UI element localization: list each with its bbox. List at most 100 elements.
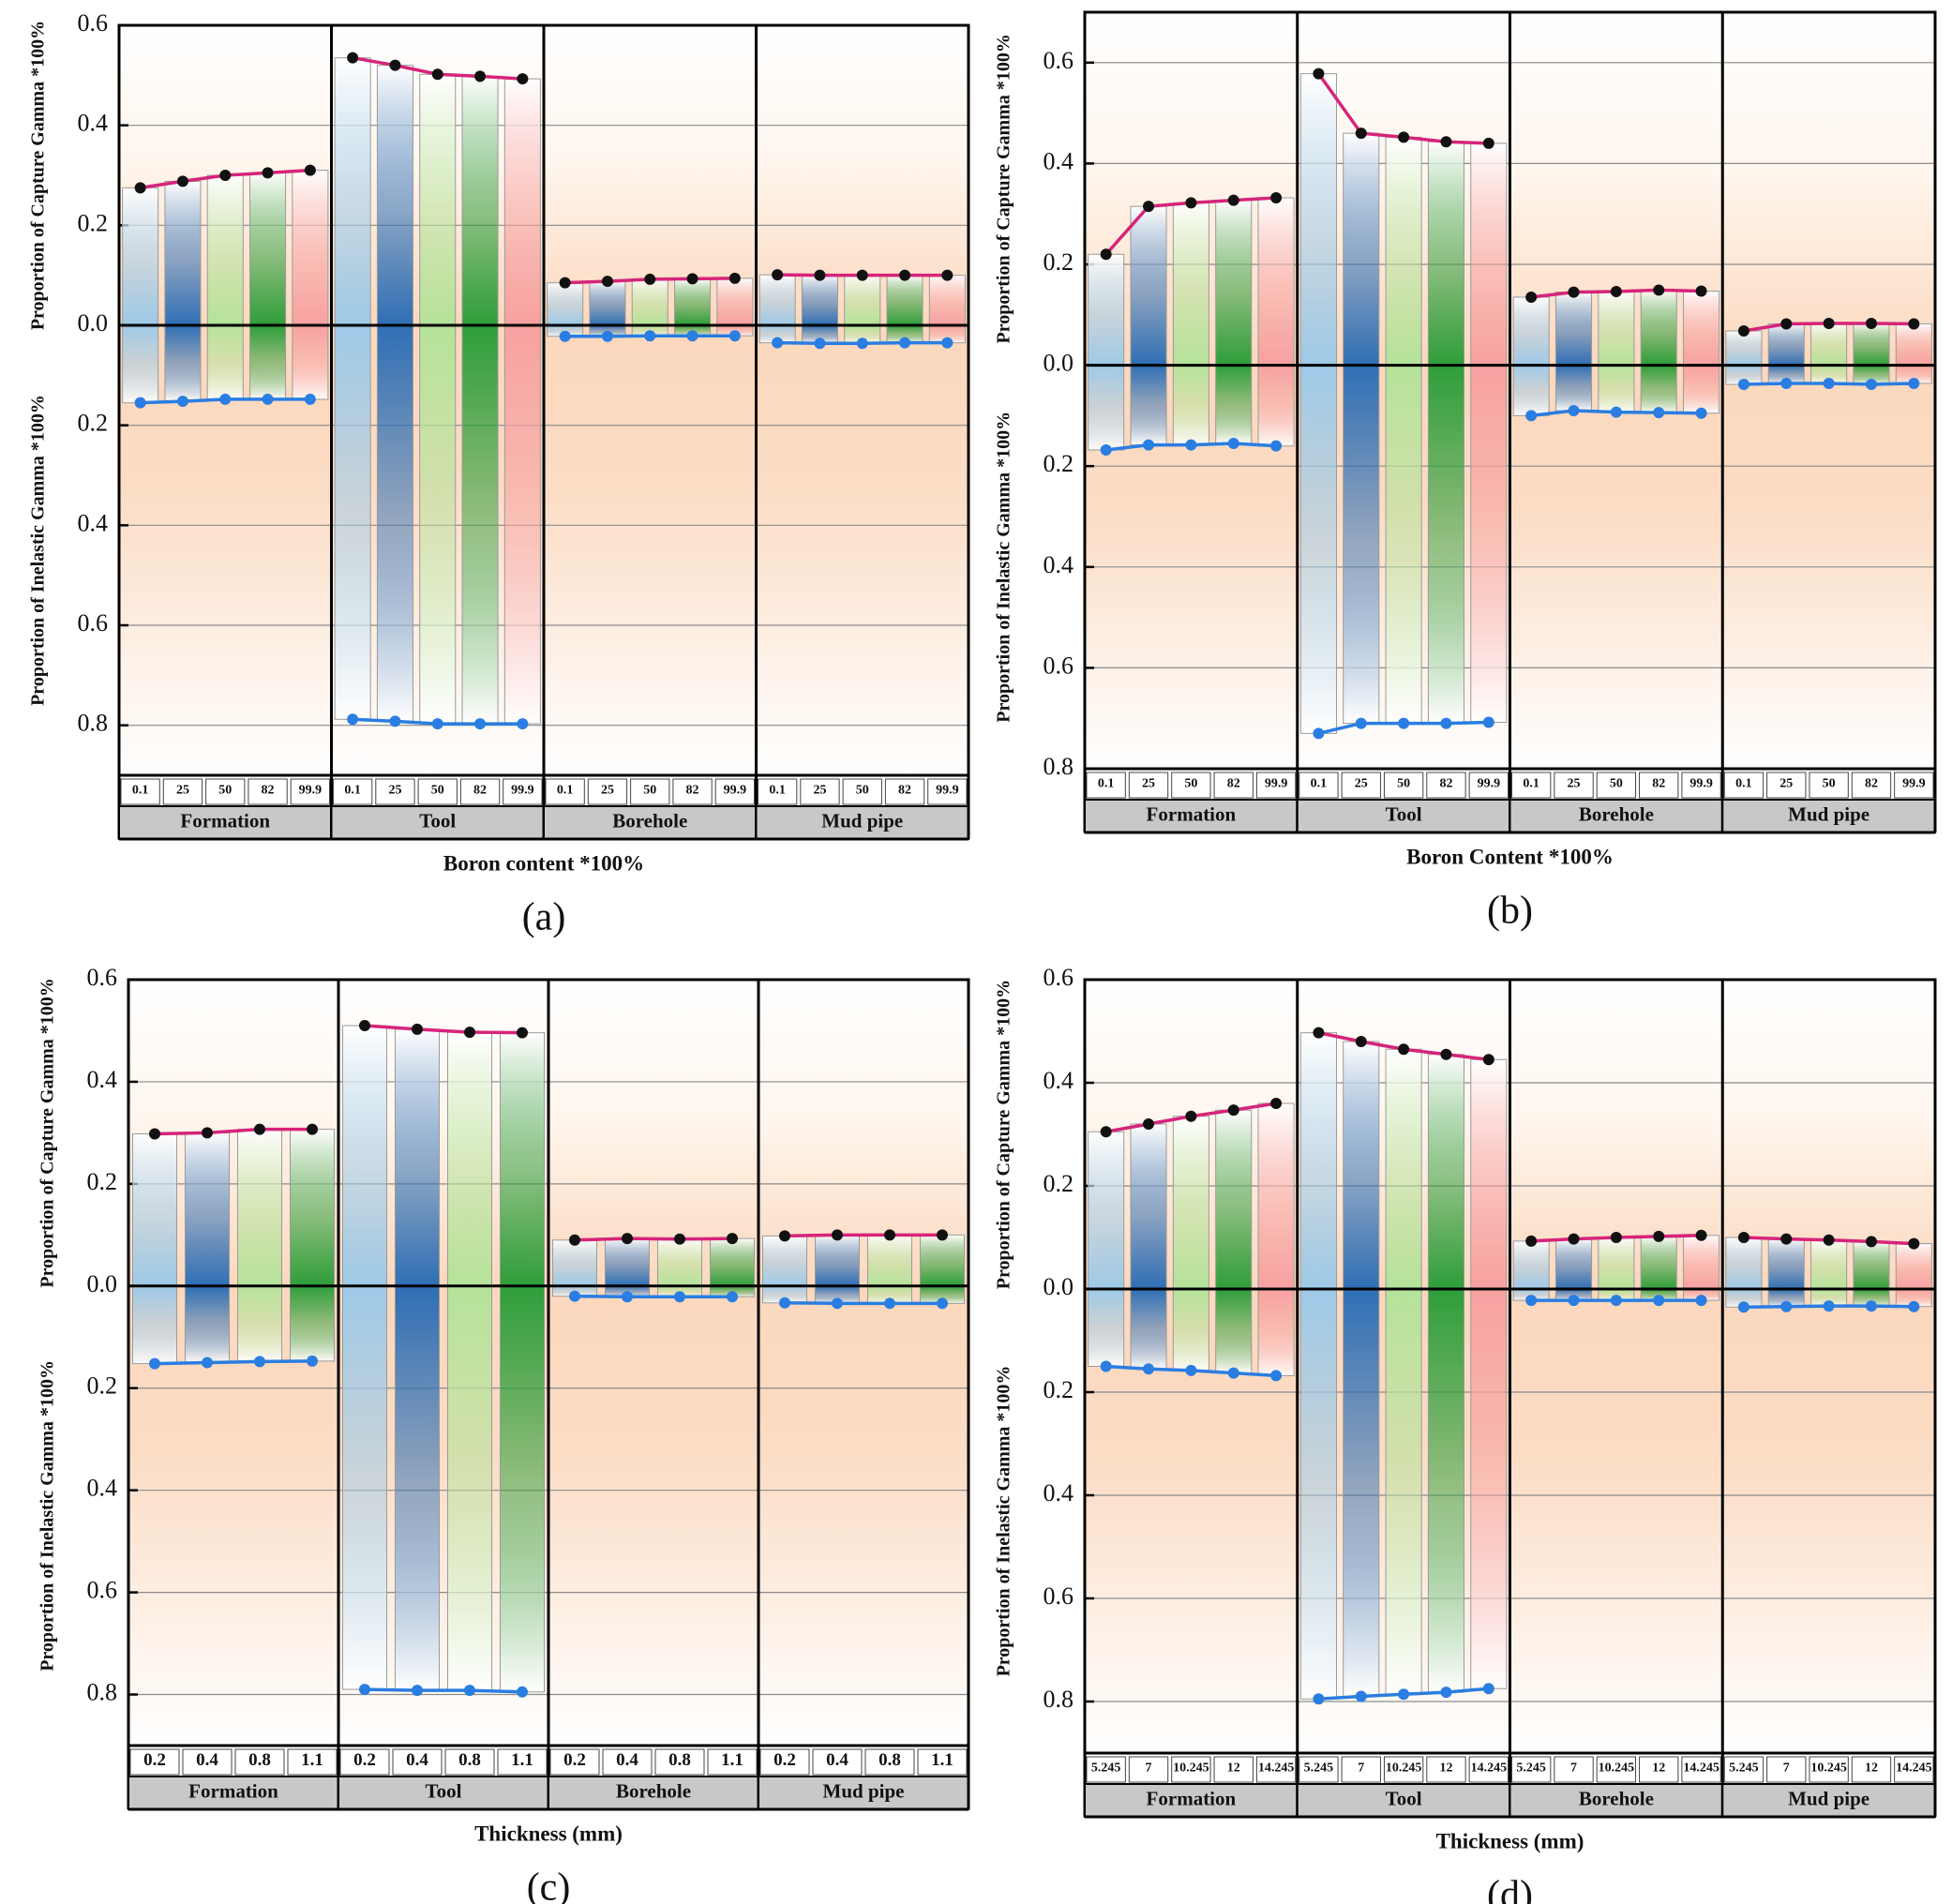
point-marker	[559, 277, 571, 289]
capture-bar	[1470, 1058, 1508, 1290]
inelastic-bar	[376, 324, 413, 722]
category-cell	[234, 1748, 285, 1776]
inelastic-bar	[1343, 365, 1380, 725]
category-label: 25	[601, 784, 614, 798]
category-cell	[248, 778, 288, 805]
capture-bar	[761, 1235, 808, 1287]
point-marker	[941, 269, 953, 281]
y-tick-label: 0.6	[87, 964, 118, 991]
capture-bar	[844, 275, 881, 326]
category-cell	[587, 778, 628, 805]
inelastic-bar	[131, 1285, 178, 1365]
category-cell	[1255, 1756, 1297, 1783]
y-tick-label: 0.6	[78, 9, 109, 37]
point-marker	[1865, 1236, 1877, 1248]
group-cell	[338, 1776, 549, 1810]
point-marker	[937, 1297, 948, 1310]
point-marker	[899, 337, 911, 349]
point-marker	[1355, 1036, 1367, 1047]
point-marker	[517, 1686, 528, 1698]
point-marker	[1100, 1126, 1112, 1138]
category-label: 7	[1783, 1762, 1790, 1776]
group-label: Formation	[1147, 1787, 1237, 1809]
inelastic-bar	[1598, 365, 1635, 413]
capture-bar	[1257, 197, 1295, 367]
y-tick-label: 0.0	[1044, 350, 1074, 377]
category-cell	[1809, 772, 1849, 799]
inelastic-bar	[341, 1285, 388, 1690]
capture-bar	[499, 1032, 546, 1287]
point-marker	[686, 273, 698, 285]
point-marker	[1695, 1295, 1707, 1307]
category-cell	[1128, 772, 1169, 799]
y2-tick-label: 0.2	[78, 410, 109, 437]
point-marker	[1313, 1027, 1325, 1039]
category-label: 99.9	[1478, 777, 1501, 791]
point-marker	[1653, 407, 1665, 419]
inelastic-line	[784, 1301, 942, 1306]
capture-bar	[292, 170, 329, 326]
point-marker	[1610, 406, 1622, 418]
group-label: Borehole	[616, 1779, 691, 1802]
category-label: 14.245	[1896, 1762, 1932, 1776]
category-label: 1.1	[931, 1750, 953, 1770]
category-cell	[339, 1748, 390, 1776]
capture-bar	[289, 1129, 336, 1287]
point-marker	[1525, 291, 1538, 303]
category-label: 10.245	[1386, 1762, 1422, 1776]
category-label: 5.245	[1516, 1762, 1546, 1776]
category-label: 0.1	[557, 784, 574, 798]
inelastic-bar	[334, 324, 371, 720]
category-cell	[1809, 1756, 1849, 1783]
category-label: 1.1	[511, 1750, 533, 1770]
point-marker	[1227, 194, 1239, 206]
category-cell	[545, 778, 585, 805]
point-marker	[1313, 1693, 1325, 1705]
category-label: 0.1	[1311, 777, 1328, 791]
point-marker	[1227, 437, 1239, 449]
capture-bar	[758, 274, 796, 326]
point-marker	[1185, 439, 1197, 451]
point-marker	[1398, 131, 1410, 143]
category-label: 5.245	[1304, 1762, 1334, 1776]
point-marker	[1313, 727, 1325, 740]
category-label: 1.1	[721, 1750, 743, 1770]
point-marker	[202, 1127, 213, 1139]
category-cell	[1213, 772, 1254, 799]
point-marker	[814, 337, 826, 350]
point-marker	[941, 337, 953, 349]
category-cell	[1341, 1756, 1381, 1783]
capture-line	[784, 1233, 942, 1238]
point-marker	[464, 1685, 475, 1697]
category-label: 82	[898, 784, 911, 798]
capture-bar	[919, 1234, 966, 1287]
category-cell	[1766, 772, 1807, 799]
category-label: 82	[1652, 777, 1665, 791]
capture-bar	[1427, 1054, 1465, 1290]
point-marker	[1780, 377, 1793, 389]
point-marker	[347, 52, 359, 64]
point-marker	[474, 718, 487, 730]
capture-bar	[604, 1237, 651, 1287]
point-marker	[674, 1233, 685, 1245]
category-cell	[672, 778, 713, 805]
y2-tick-label: 0.6	[78, 609, 109, 637]
capture-bar	[709, 1237, 756, 1287]
capture-bar	[1427, 141, 1465, 367]
capture-bar	[419, 73, 457, 326]
category-cell	[1851, 1756, 1892, 1783]
point-marker	[1695, 1229, 1707, 1241]
capture-bar	[1257, 1102, 1295, 1290]
y-tick-label: 0.4	[1044, 1067, 1074, 1094]
capture-bar	[122, 187, 159, 326]
category-label: 0.1	[1523, 777, 1539, 791]
category-cell	[654, 1748, 705, 1776]
category-label: 5.245	[1091, 1762, 1121, 1776]
category-label: 50	[1610, 777, 1623, 791]
capture-bar	[1767, 322, 1805, 367]
point-marker	[1865, 1300, 1877, 1312]
group-label: Borehole	[1579, 802, 1654, 825]
point-marker	[517, 718, 529, 730]
y-tick-label: 0.4	[87, 1066, 118, 1093]
inelastic-bar	[394, 1285, 441, 1691]
